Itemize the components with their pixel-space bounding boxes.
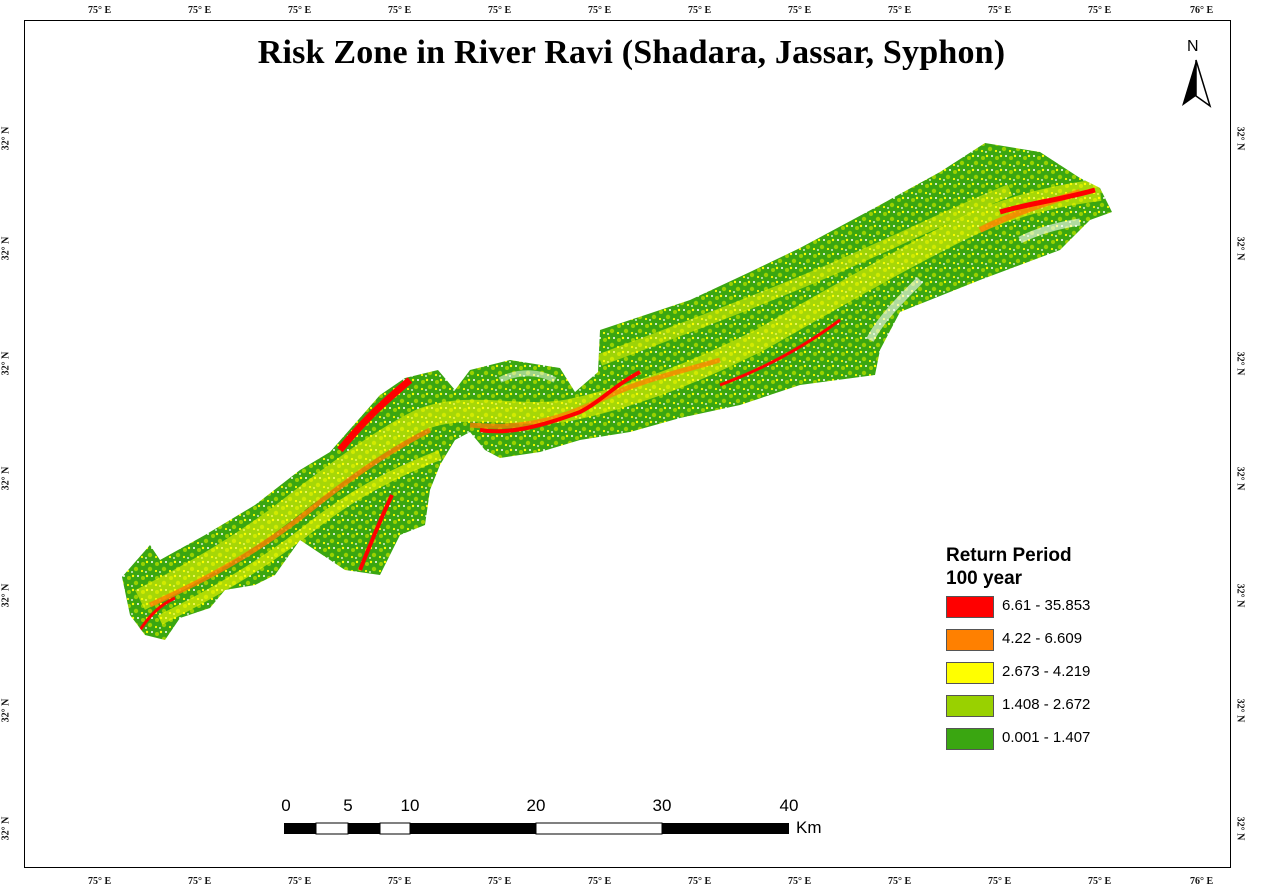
scale-label-10: 10 [400, 796, 420, 815]
legend-label: 2.673 - 4.219 [1002, 663, 1091, 680]
scale-label-40: 40 [779, 796, 799, 815]
north-label: N [1187, 38, 1199, 55]
scale-label-30: 30 [652, 796, 672, 815]
top-lon-label-9: 75° E [988, 5, 1012, 16]
legend-item: 6.61 - 35.853 [946, 596, 1146, 629]
legend-swatch [946, 629, 994, 651]
bottom-lon-label-8: 75° E [888, 876, 912, 887]
north-arrow-icon [1182, 59, 1212, 108]
scale-label-5: 5 [343, 796, 353, 815]
bottom-lon-label-10: 75° E [1088, 876, 1112, 887]
scale-label-20: 20 [526, 796, 546, 815]
legend-swatch [946, 728, 994, 750]
bottom-lon-label-1: 75° E [188, 876, 212, 887]
top-lon-label-4: 75° E [488, 5, 512, 16]
scale-bar-graphic [284, 822, 789, 835]
bottom-lon-label-2: 75° E [288, 876, 312, 887]
legend-label: 1.408 - 2.672 [1002, 696, 1091, 713]
top-lon-label-5: 75° E [588, 5, 612, 16]
bottom-lon-label-6: 75° E [688, 876, 712, 887]
bottom-lon-label-3: 75° E [388, 876, 412, 887]
bottom-lon-label-9: 75° E [988, 876, 1012, 887]
top-lon-label-10: 75° E [1088, 5, 1112, 16]
map-title: Risk Zone in River Ravi (Shadara, Jassar… [257, 34, 1006, 71]
scale-unit: Km [796, 818, 822, 837]
top-lon-label-1: 75° E [188, 5, 212, 16]
top-lon-label-6: 75° E [688, 5, 712, 16]
top-lon-label-2: 75° E [288, 5, 312, 16]
legend-item: 0.001 - 1.407 [946, 728, 1146, 761]
bottom-lon-label-11: 76° E [1190, 876, 1214, 887]
legend-label: 0.001 - 1.407 [1002, 729, 1091, 746]
legend: Return Period 100 year 6.61 - 35.853 4.22… [946, 544, 1146, 761]
bottom-lon-label-4: 75° E [488, 876, 512, 887]
legend-label: 4.22 - 6.609 [1002, 630, 1083, 647]
top-lon-label-3: 75° E [388, 5, 412, 16]
scale-label-0: 0 [281, 796, 291, 815]
legend-title-line2: 100 year [946, 568, 1023, 589]
legend-swatch [946, 695, 994, 717]
bottom-lon-label-5: 75° E [588, 876, 612, 887]
legend-swatch [946, 596, 994, 618]
legend-item: 2.673 - 4.219 [946, 662, 1146, 695]
legend-swatch [946, 662, 994, 684]
scale-bar: 0 5 10 20 30 40 Km [280, 796, 840, 846]
legend-label: 6.61 - 35.853 [1002, 597, 1091, 614]
legend-item: 4.22 - 6.609 [946, 629, 1146, 662]
map-frame [24, 20, 1231, 868]
top-lon-label-7: 75° E [788, 5, 812, 16]
legend-title-line1: Return Period [946, 545, 1072, 566]
bottom-lon-label-0: 75° E [88, 876, 112, 887]
legend-item: 1.408 - 2.672 [946, 695, 1146, 728]
top-lon-label-11: 76° E [1190, 5, 1214, 16]
top-lon-label-8: 75° E [888, 5, 912, 16]
top-lon-label-0: 75° E [88, 5, 112, 16]
bottom-lon-label-7: 75° E [788, 876, 812, 887]
